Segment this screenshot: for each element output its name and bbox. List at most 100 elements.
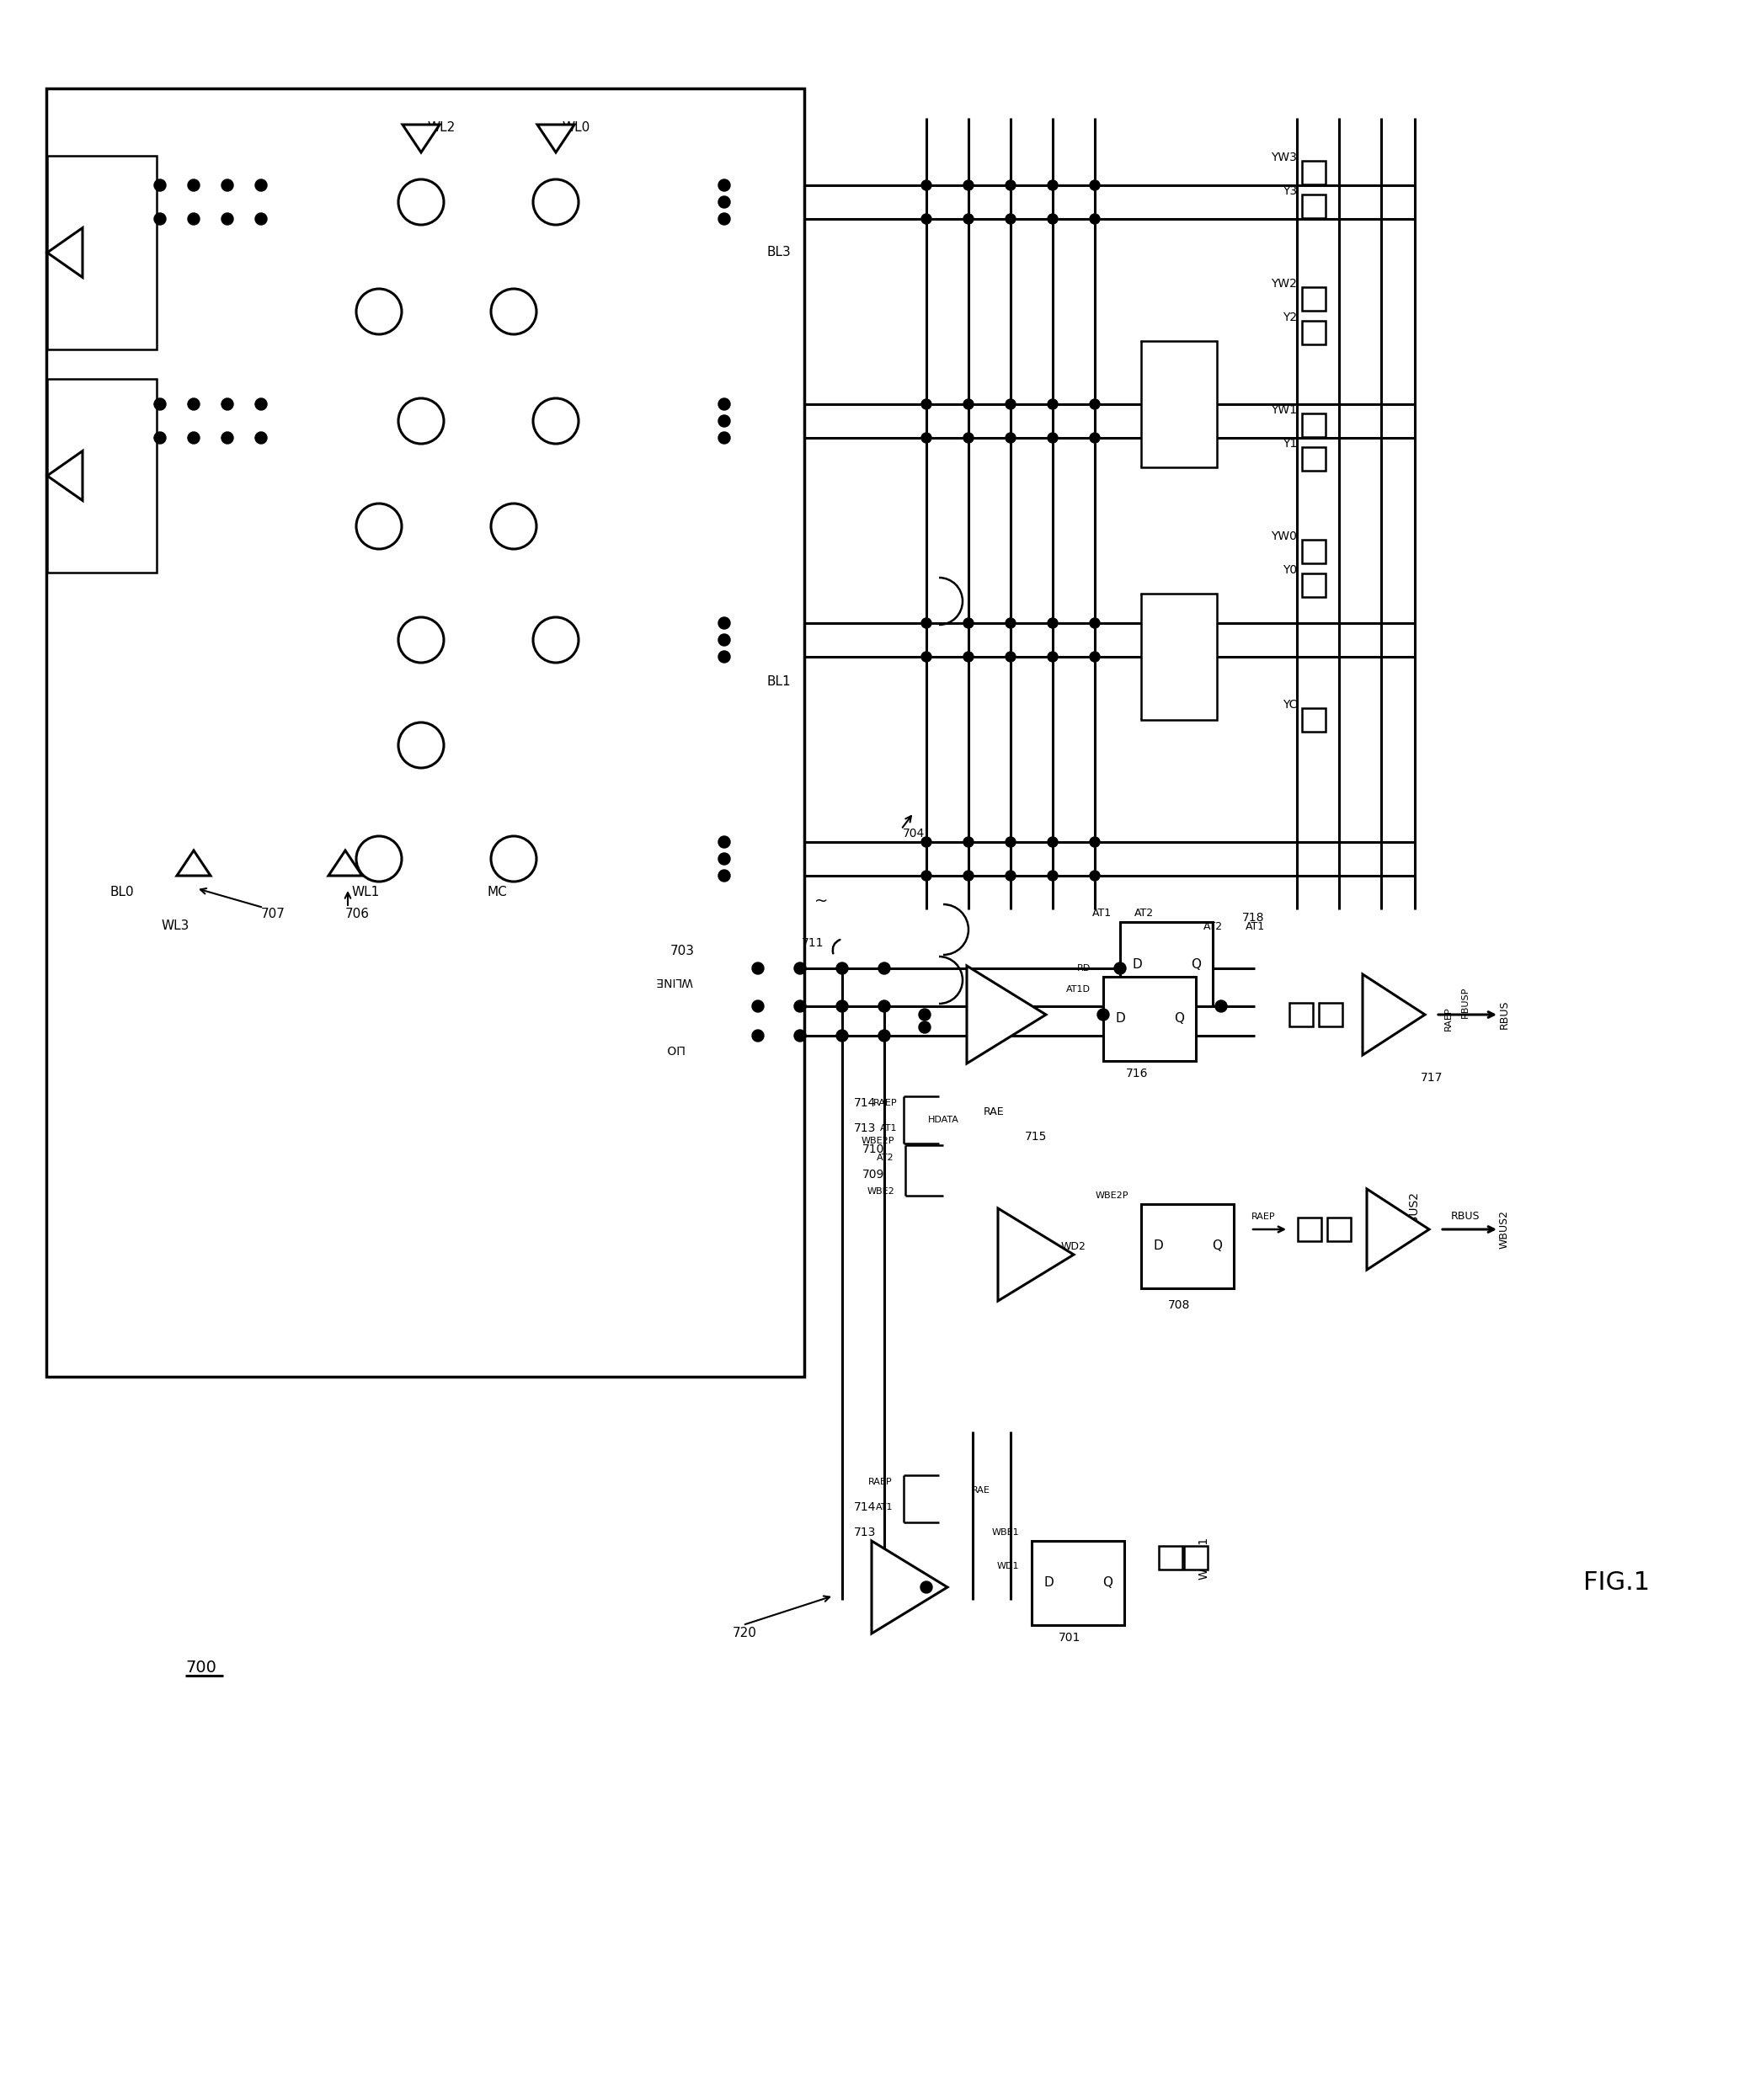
Text: 709: 709 xyxy=(863,1170,884,1180)
Circle shape xyxy=(878,962,891,974)
Text: 716: 716 xyxy=(1125,1067,1148,1079)
Text: BL3: BL3 xyxy=(766,246,791,258)
Bar xyxy=(47,155,158,349)
Bar xyxy=(1302,162,1325,185)
Bar xyxy=(1298,1218,1321,1241)
Text: 705: 705 xyxy=(1143,1004,1166,1016)
Text: YW1: YW1 xyxy=(1270,403,1297,416)
Text: Q: Q xyxy=(1103,1577,1113,1590)
Text: WL0: WL0 xyxy=(562,122,590,134)
Circle shape xyxy=(964,872,973,880)
Text: FIG.1: FIG.1 xyxy=(1584,1571,1650,1596)
Text: RBUS: RBUS xyxy=(1451,1212,1480,1222)
Circle shape xyxy=(920,617,931,628)
Text: YW2: YW2 xyxy=(1270,277,1297,290)
Bar xyxy=(1141,340,1216,468)
Text: AT2: AT2 xyxy=(1202,920,1223,932)
Circle shape xyxy=(256,178,268,191)
Circle shape xyxy=(836,962,849,974)
Bar xyxy=(1302,195,1325,218)
Text: RBUSP: RBUSP xyxy=(1461,987,1470,1018)
Polygon shape xyxy=(966,966,1046,1063)
Text: RAEP: RAEP xyxy=(868,1478,893,1487)
Circle shape xyxy=(919,1008,931,1021)
Bar xyxy=(1141,1203,1234,1287)
Text: Q: Q xyxy=(1190,958,1201,970)
Circle shape xyxy=(964,617,973,628)
Text: WBUS1: WBUS1 xyxy=(1199,1537,1211,1579)
Circle shape xyxy=(1006,214,1015,225)
Circle shape xyxy=(222,178,233,191)
Polygon shape xyxy=(997,1208,1074,1300)
Text: D: D xyxy=(1132,958,1141,970)
Circle shape xyxy=(717,416,730,426)
Circle shape xyxy=(717,195,730,208)
Text: 720: 720 xyxy=(733,1628,758,1640)
Text: 701: 701 xyxy=(1059,1632,1082,1644)
Circle shape xyxy=(187,399,200,410)
Circle shape xyxy=(1006,399,1015,410)
Bar xyxy=(1290,1004,1312,1027)
Text: YC: YC xyxy=(1283,699,1297,710)
Circle shape xyxy=(1048,617,1057,628)
Bar xyxy=(47,378,158,573)
Text: WL2: WL2 xyxy=(427,122,455,134)
Bar xyxy=(1302,288,1325,311)
Text: D: D xyxy=(1043,1577,1054,1590)
Text: 714: 714 xyxy=(854,1501,875,1514)
Bar xyxy=(1302,321,1325,344)
Text: RAEP: RAEP xyxy=(1251,1212,1276,1220)
Text: WLINE: WLINE xyxy=(654,974,693,987)
Circle shape xyxy=(920,214,931,225)
Text: AT1: AT1 xyxy=(880,1124,898,1132)
Bar xyxy=(1141,594,1216,720)
Circle shape xyxy=(1006,433,1015,443)
Circle shape xyxy=(794,1029,807,1042)
Circle shape xyxy=(920,651,931,662)
Circle shape xyxy=(717,836,730,848)
Text: AT1: AT1 xyxy=(875,1504,892,1512)
Text: ~: ~ xyxy=(814,892,828,909)
Circle shape xyxy=(1090,872,1099,880)
Circle shape xyxy=(717,433,730,443)
Circle shape xyxy=(154,212,166,225)
Circle shape xyxy=(878,1000,891,1012)
Polygon shape xyxy=(47,229,82,277)
Text: AT1D: AT1D xyxy=(1066,985,1090,993)
Circle shape xyxy=(256,433,268,443)
Text: Y0: Y0 xyxy=(1283,565,1297,575)
Circle shape xyxy=(964,181,973,191)
Text: D: D xyxy=(1115,1012,1125,1025)
Circle shape xyxy=(1090,838,1099,846)
Text: RD: RD xyxy=(1076,964,1090,972)
Text: RAE: RAE xyxy=(971,1487,990,1495)
Text: Q: Q xyxy=(1174,1012,1185,1025)
Circle shape xyxy=(1090,399,1099,410)
Text: 708: 708 xyxy=(1167,1300,1190,1310)
Circle shape xyxy=(964,399,973,410)
Bar xyxy=(1302,708,1325,731)
Text: 713: 713 xyxy=(854,1121,875,1134)
Circle shape xyxy=(920,181,931,191)
Bar xyxy=(1302,573,1325,596)
Circle shape xyxy=(920,1581,933,1594)
Circle shape xyxy=(1090,651,1099,662)
Circle shape xyxy=(920,433,931,443)
Text: WBE2: WBE2 xyxy=(866,1186,894,1195)
Text: WBUS2: WBUS2 xyxy=(1409,1191,1421,1235)
Bar xyxy=(1120,922,1213,1006)
Polygon shape xyxy=(537,124,574,153)
Circle shape xyxy=(752,1029,763,1042)
Circle shape xyxy=(717,399,730,410)
Text: WBE2P: WBE2P xyxy=(861,1136,894,1145)
Circle shape xyxy=(1097,1008,1110,1021)
Text: RBUS: RBUS xyxy=(1500,1000,1510,1029)
Circle shape xyxy=(794,962,807,974)
Circle shape xyxy=(1090,181,1099,191)
Polygon shape xyxy=(872,1541,947,1634)
Circle shape xyxy=(964,838,973,846)
Bar xyxy=(1103,976,1195,1060)
Polygon shape xyxy=(177,850,210,876)
Text: 711: 711 xyxy=(802,937,824,949)
Text: Y1: Y1 xyxy=(1283,439,1297,449)
